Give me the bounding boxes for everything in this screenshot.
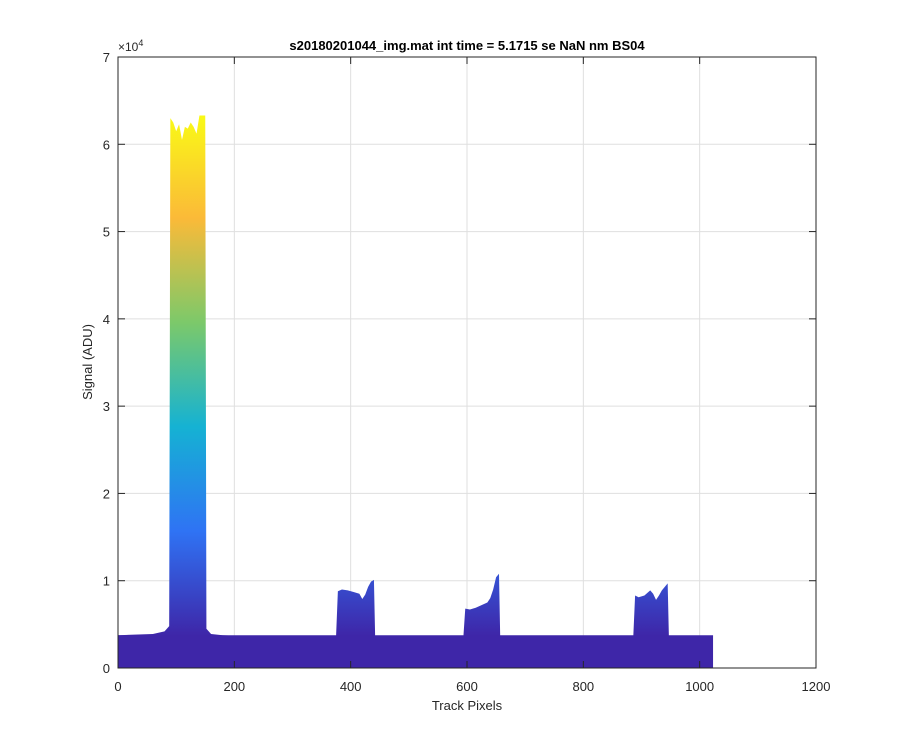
x-tick-label: 1000 (685, 679, 714, 694)
y-tick-label: 5 (103, 225, 110, 240)
y-tick-label: 6 (103, 137, 110, 152)
grid (118, 57, 816, 668)
y-tick-label: 3 (103, 399, 110, 414)
y-tick-label: 1 (103, 574, 110, 589)
y-tick-label: 0 (103, 661, 110, 676)
series-area-3 (463, 573, 501, 668)
x-tick-label: 800 (572, 679, 594, 694)
series-group (118, 115, 714, 668)
x-tick-label: 1200 (802, 679, 831, 694)
y-exponent-power: 4 (138, 38, 143, 48)
y-tick-label: 2 (103, 486, 110, 501)
ticks (117, 56, 817, 669)
x-tick-label: 200 (223, 679, 245, 694)
y-tick-label: 7 (103, 50, 110, 65)
y-exponent-base: ×10 (118, 40, 139, 54)
y-axis-label: Signal (ADU) (80, 324, 95, 400)
series-area-4 (633, 583, 669, 668)
y-tick-labels: 0 1 2 3 4 5 6 7 (103, 50, 110, 676)
y-tick-label: 4 (103, 312, 110, 327)
x-tick-labels: 0 200 400 600 800 1000 1200 (114, 679, 830, 694)
x-tick-label: 0 (114, 679, 121, 694)
y-exponent-label: ×104 (118, 38, 143, 54)
chart-title: s20180201044_img.mat int time = 5.1715 s… (289, 38, 645, 53)
series-area-1 (118, 115, 714, 668)
x-tick-label: 400 (340, 679, 362, 694)
x-tick-label: 600 (456, 679, 478, 694)
x-axis-label: Track Pixels (432, 698, 503, 713)
series-area-2 (336, 579, 376, 668)
